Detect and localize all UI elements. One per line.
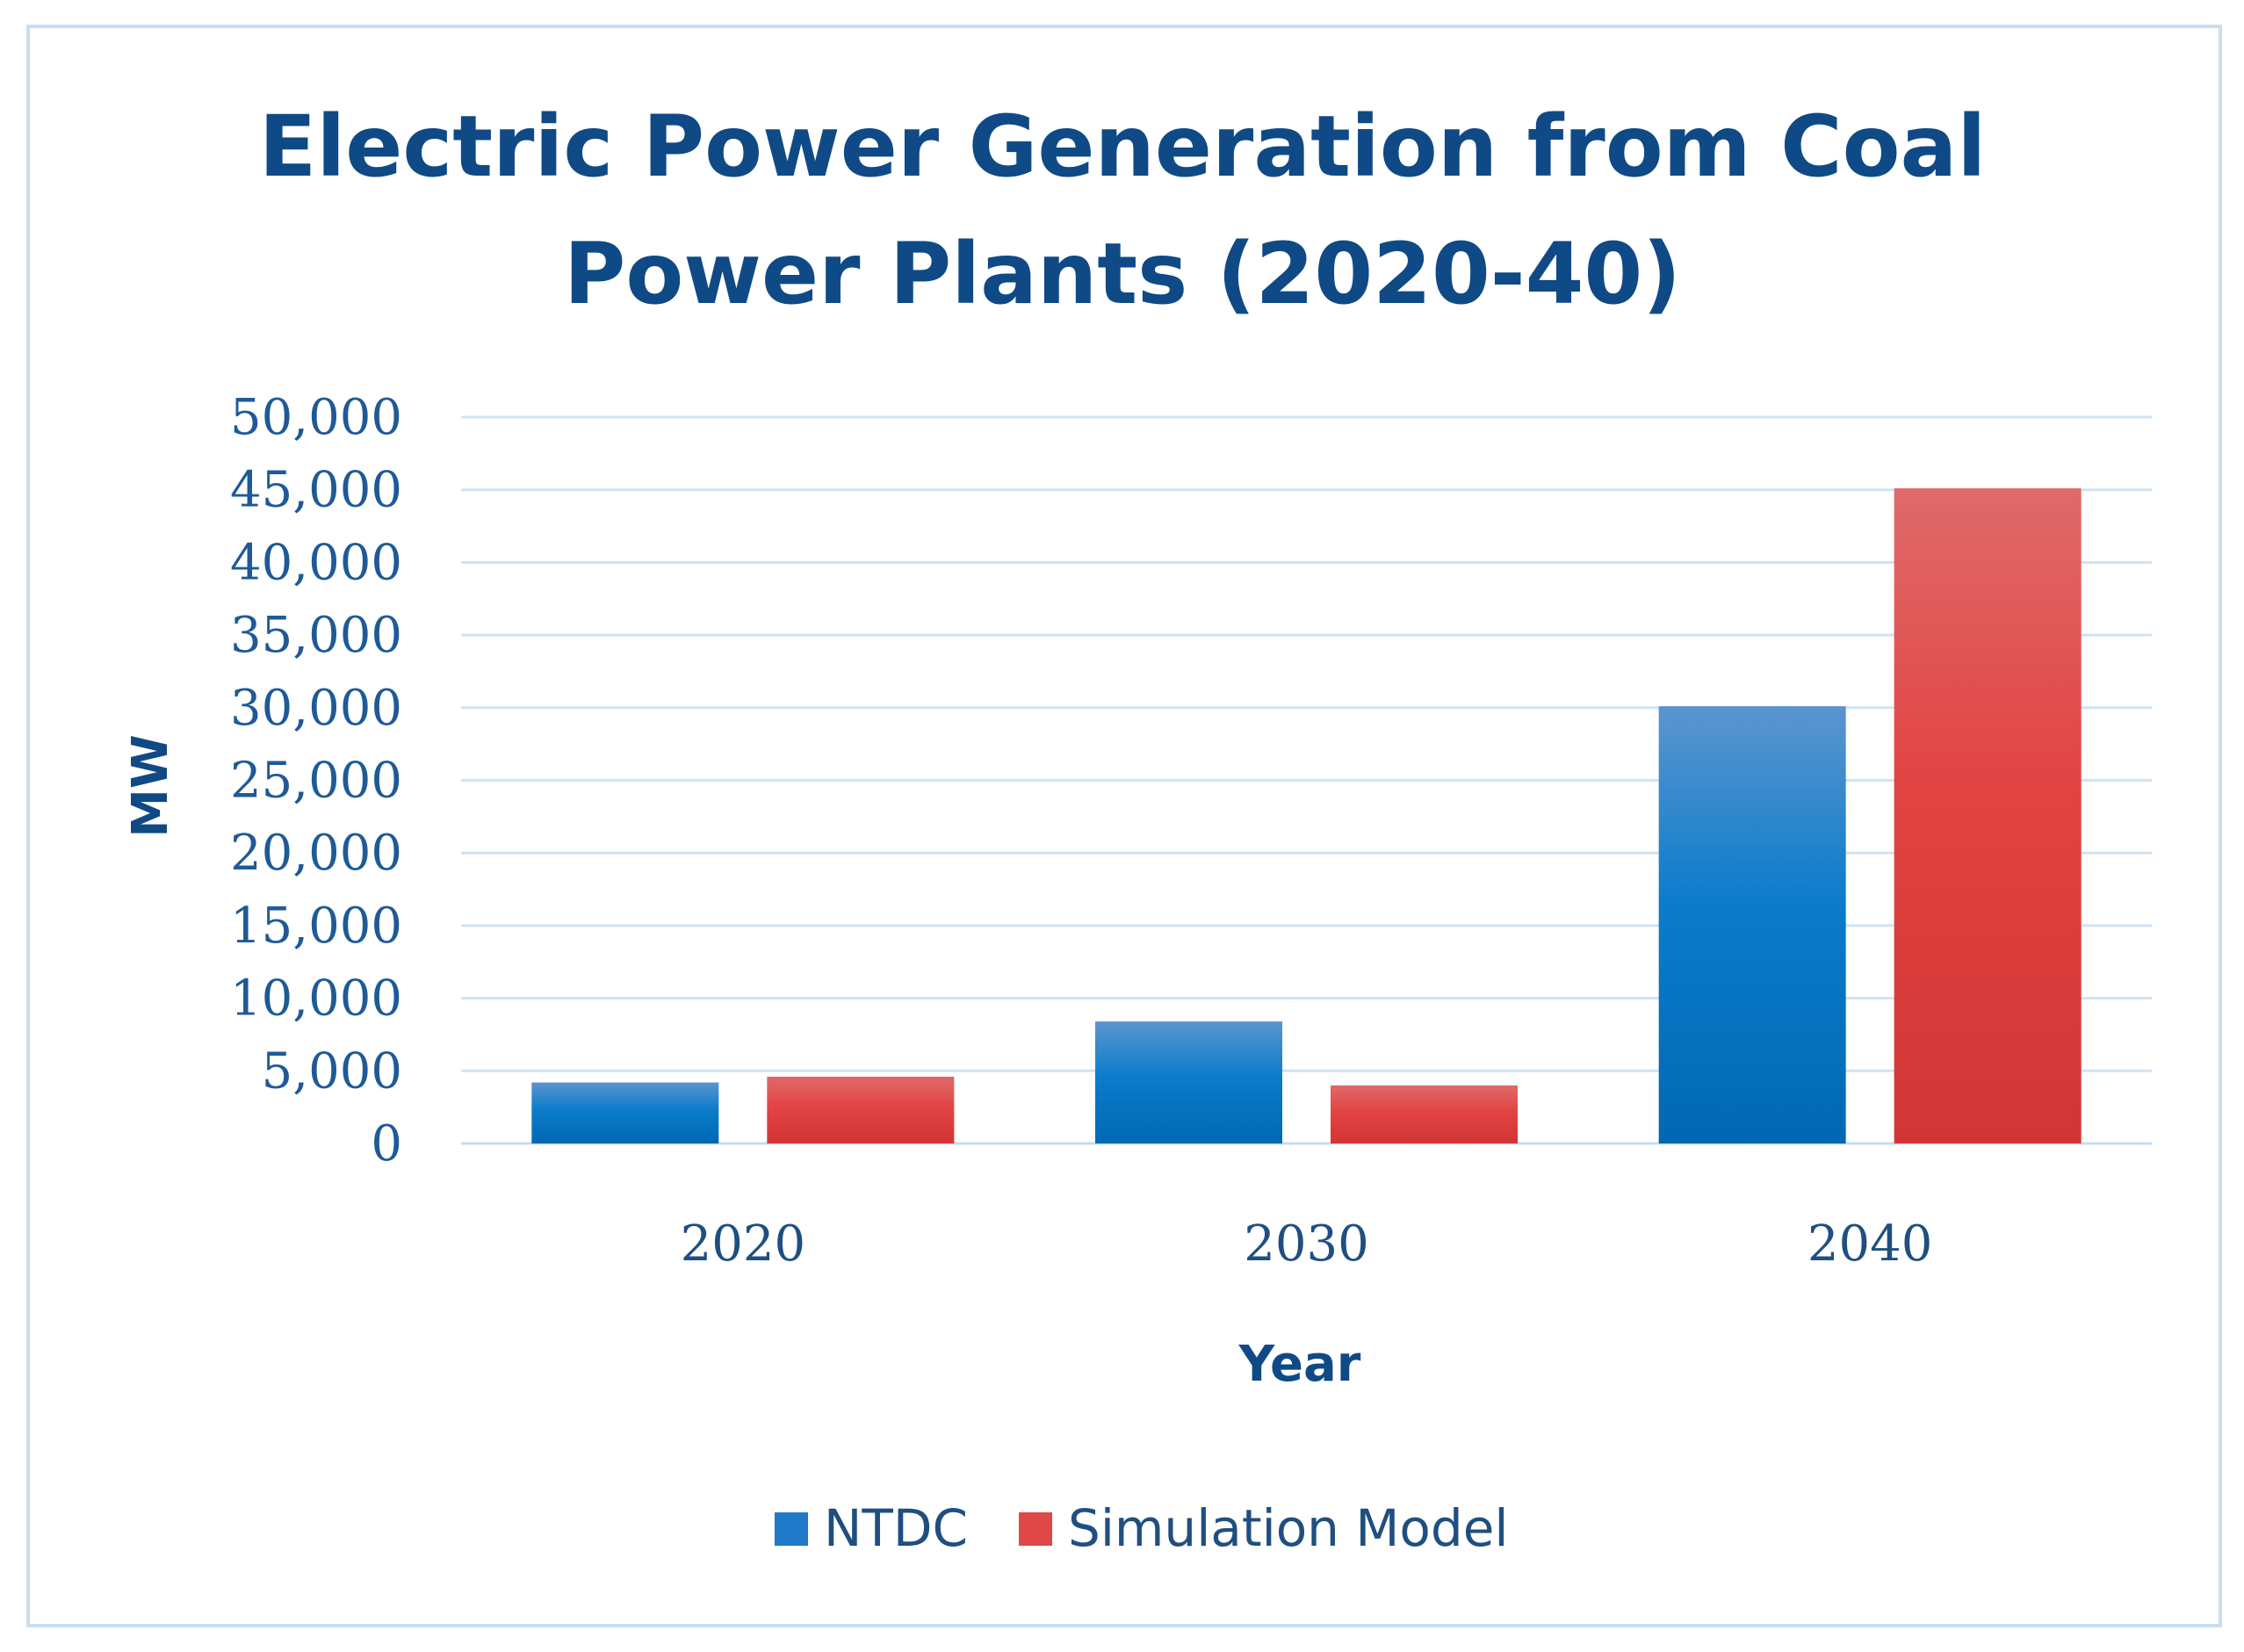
y-axis-ticks: 0 5,000 10,000 15,000 20,000 25,000 30,000 35,0…	[230, 389, 402, 1172]
bar-ntdc-2030	[1095, 1021, 1282, 1143]
x-axis-label: Year	[1238, 1336, 1361, 1393]
bar-simulation-model-2040	[1894, 488, 2082, 1143]
chart-title-line-1: Electric Power Generation from Coal	[259, 97, 1986, 196]
bars	[531, 488, 2082, 1143]
x-tick-label: 2030	[1244, 1216, 1369, 1273]
y-tick-label: 20,000	[230, 825, 402, 882]
y-axis-label: MW	[122, 734, 179, 838]
legend-label: Simulation Model	[1068, 1498, 1509, 1558]
bar-simulation-model-2020	[767, 1076, 955, 1143]
y-tick-label: 45,000	[230, 462, 402, 519]
x-tick-label: 2020	[681, 1216, 806, 1273]
legend: NTDC Simulation Model	[775, 1498, 1509, 1558]
legend-label: NTDC	[824, 1498, 968, 1558]
chart-frame	[26, 25, 2222, 1627]
y-tick-label: 0	[371, 1115, 402, 1172]
y-tick-label: 5,000	[262, 1042, 402, 1100]
y-tick-label: 40,000	[230, 534, 402, 591]
legend-swatch-ntdc	[775, 1512, 808, 1546]
y-tick-label: 15,000	[230, 898, 402, 955]
bar-ntdc-2040	[1658, 706, 1846, 1143]
grid-lines	[461, 415, 2152, 1145]
x-tick-label: 2040	[1807, 1216, 1933, 1273]
bar-simulation-model-2030	[1331, 1085, 1518, 1143]
chart-title-line-2: Power Plants (2020-40)	[564, 225, 1681, 323]
y-tick-label: 25,000	[230, 753, 402, 810]
x-axis-ticks: 2020 2030 2040	[681, 1216, 1933, 1273]
y-tick-label: 35,000	[230, 607, 402, 664]
y-tick-label: 10,000	[230, 970, 402, 1028]
y-tick-label: 30,000	[230, 680, 402, 737]
y-tick-label: 50,000	[230, 389, 402, 446]
legend-swatch-simulation-model	[1019, 1512, 1052, 1546]
bar-ntdc-2020	[531, 1082, 719, 1143]
